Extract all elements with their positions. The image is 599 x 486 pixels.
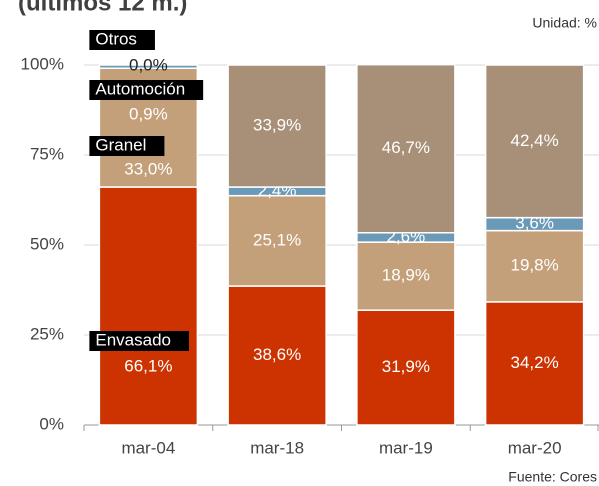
x-tick-label: mar-19 xyxy=(379,438,433,457)
y-tick-label: 75% xyxy=(30,144,64,163)
legend-label: Otros xyxy=(95,29,137,48)
data-label: 33,0% xyxy=(124,159,172,178)
legend-box xyxy=(89,80,204,100)
bar-segment xyxy=(98,64,199,69)
legend-label: Envasado xyxy=(95,330,171,349)
data-label: 0,9% xyxy=(129,104,168,123)
x-tick-label: mar-20 xyxy=(508,438,562,457)
y-tick-label: 0% xyxy=(39,414,64,433)
y-tick-label: 50% xyxy=(30,234,64,253)
data-label: 31,9% xyxy=(382,357,430,376)
data-label: 42,4% xyxy=(511,131,559,150)
data-label: 46,7% xyxy=(382,138,430,157)
data-label: 19,8% xyxy=(511,256,559,275)
data-label: 25,1% xyxy=(253,230,301,249)
legend-box xyxy=(89,136,165,156)
bar-segment xyxy=(356,63,456,234)
data-label: 38,6% xyxy=(253,345,301,364)
bar-segment xyxy=(227,194,327,287)
bar-segment xyxy=(484,301,585,426)
bar-segment xyxy=(484,229,585,303)
legend-label: Automoción xyxy=(95,79,185,98)
legend-label: Granel xyxy=(95,135,146,154)
source: Fuente: Cores xyxy=(508,469,597,485)
bar-segment xyxy=(98,186,199,426)
data-label: 34,2% xyxy=(511,353,559,372)
legend-box xyxy=(89,331,189,351)
x-tick-label: mar-04 xyxy=(121,438,175,457)
unit-note: Unidad: % xyxy=(532,15,597,31)
y-tick-label: 25% xyxy=(30,324,64,343)
bar-segment xyxy=(484,64,585,219)
bar-segment xyxy=(227,285,327,426)
data-label: 33,9% xyxy=(253,116,301,135)
data-label: 66,1% xyxy=(124,356,172,375)
data-label: 0,0% xyxy=(129,55,168,74)
x-tick-label: mar-18 xyxy=(250,438,304,457)
legend-box xyxy=(89,30,155,50)
bar-segment xyxy=(227,64,327,188)
data-label: 18,9% xyxy=(382,266,430,285)
y-tick-label: 100% xyxy=(21,54,64,73)
chart-title: (últimos 12 m.) xyxy=(18,0,187,16)
